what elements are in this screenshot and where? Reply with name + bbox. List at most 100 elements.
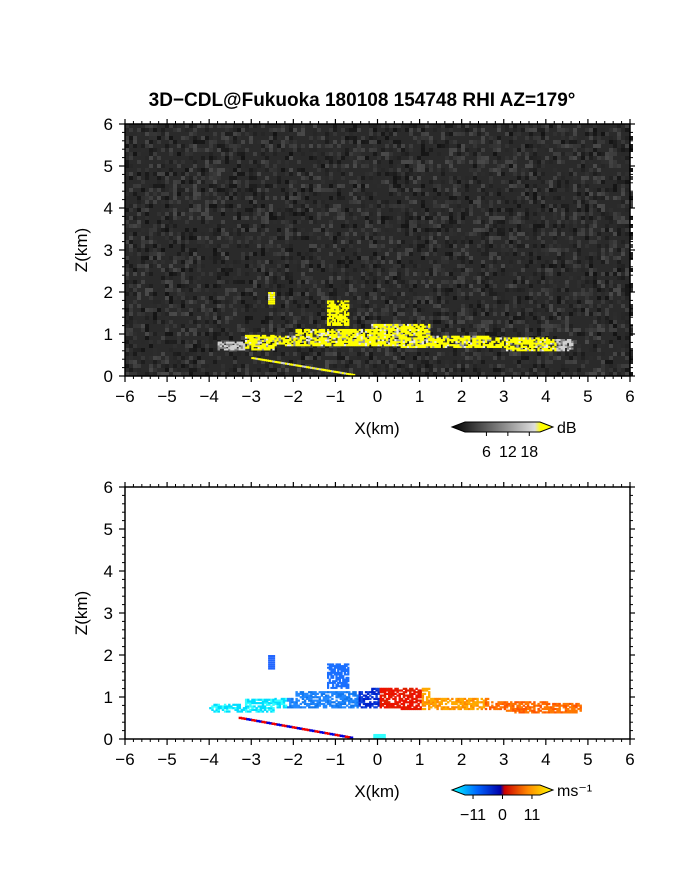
echo-pixel — [375, 327, 378, 330]
echo-pixel — [390, 342, 393, 345]
noise-cell — [601, 252, 605, 256]
echo-pixel — [297, 328, 300, 332]
echo-pixel — [221, 343, 225, 346]
noise-cell — [129, 208, 133, 212]
noise-cell — [577, 260, 581, 264]
noise-cell — [245, 236, 249, 240]
noise-cell — [277, 260, 281, 264]
noise-cell — [613, 188, 617, 192]
noise-cell — [225, 136, 229, 140]
noise-cell — [321, 224, 325, 228]
noise-cell — [141, 256, 145, 260]
noise-cell — [169, 140, 173, 144]
noise-cell — [237, 168, 241, 172]
noise-cell — [317, 184, 321, 188]
noise-cell — [361, 236, 365, 240]
echo-pixel — [308, 330, 311, 333]
noise-cell — [221, 168, 225, 172]
noise-cell — [613, 328, 617, 332]
noise-cell — [309, 316, 313, 320]
noise-cell — [521, 244, 525, 248]
echo-pixel — [259, 344, 263, 348]
echo-pixel — [364, 340, 368, 343]
noise-cell — [145, 156, 149, 160]
echo-pixel — [301, 344, 305, 347]
noise-cell — [553, 140, 557, 144]
noise-cell — [409, 276, 413, 280]
echo-pixel — [272, 346, 275, 349]
noise-cell — [501, 208, 505, 212]
echo-pixel — [366, 339, 370, 342]
noise-cell — [553, 264, 557, 268]
noise-cell — [405, 300, 409, 304]
noise-cell — [189, 276, 193, 280]
noise-cell — [157, 188, 161, 192]
echo-pixel — [331, 332, 334, 335]
noise-cell — [445, 292, 449, 296]
noise-cell — [433, 220, 437, 224]
noise-cell — [585, 264, 589, 268]
echo-pixel — [379, 334, 383, 337]
noise-cell — [233, 300, 237, 304]
noise-cell — [305, 172, 309, 176]
noise-cell — [333, 208, 337, 212]
noise-cell — [225, 192, 229, 196]
noise-cell — [317, 288, 321, 292]
noise-cell — [149, 340, 153, 344]
noise-cell — [565, 128, 569, 132]
noise-cell — [437, 296, 441, 300]
noise-cell — [129, 356, 133, 360]
noise-cell — [569, 240, 573, 244]
noise-cell — [513, 372, 517, 376]
noise-cell — [341, 284, 345, 288]
echo-pixel — [341, 332, 345, 335]
noise-cell — [589, 304, 593, 308]
noise-cell — [501, 332, 505, 336]
noise-cell — [433, 252, 437, 256]
noise-cell — [601, 228, 605, 232]
echo-pixel — [272, 344, 275, 348]
noise-cell — [285, 160, 289, 164]
noise-cell — [161, 360, 165, 364]
noise-cell — [445, 240, 449, 244]
noise-cell — [233, 124, 237, 128]
noise-cell — [513, 164, 517, 168]
noise-cell — [285, 276, 289, 280]
noise-cell — [249, 228, 253, 232]
noise-cell — [417, 140, 421, 144]
noise-cell — [125, 124, 129, 128]
noise-cell — [133, 300, 137, 304]
noise-cell — [293, 220, 297, 224]
noise-cell — [389, 272, 393, 276]
echo-pixel — [366, 340, 370, 343]
noise-cell — [373, 292, 377, 296]
noise-cell — [269, 216, 273, 220]
noise-cell — [237, 244, 241, 248]
noise-cell — [249, 352, 253, 356]
noise-cell — [345, 256, 349, 260]
noise-cell — [281, 256, 285, 260]
noise-cell — [285, 224, 289, 228]
noise-cell — [161, 280, 165, 284]
noise-cell — [529, 288, 533, 292]
echo-pixel — [297, 339, 300, 342]
noise-cell — [417, 136, 421, 140]
noise-cell — [625, 228, 629, 232]
noise-cell — [125, 328, 129, 332]
echo-pixel — [236, 343, 239, 346]
noise-cell — [177, 328, 181, 332]
noise-cell — [493, 176, 497, 180]
noise-cell — [397, 272, 401, 276]
noise-cell — [389, 184, 393, 188]
noise-cell — [157, 212, 161, 216]
noise-cell — [381, 244, 385, 248]
noise-cell — [457, 320, 461, 324]
echo-pixel — [270, 336, 273, 339]
noise-cell — [465, 296, 469, 300]
noise-cell — [313, 156, 317, 160]
noise-cell — [261, 248, 265, 252]
noise-cell — [477, 304, 481, 308]
noise-cell — [133, 232, 137, 236]
noise-cell — [461, 192, 465, 196]
noise-cell — [569, 228, 573, 232]
